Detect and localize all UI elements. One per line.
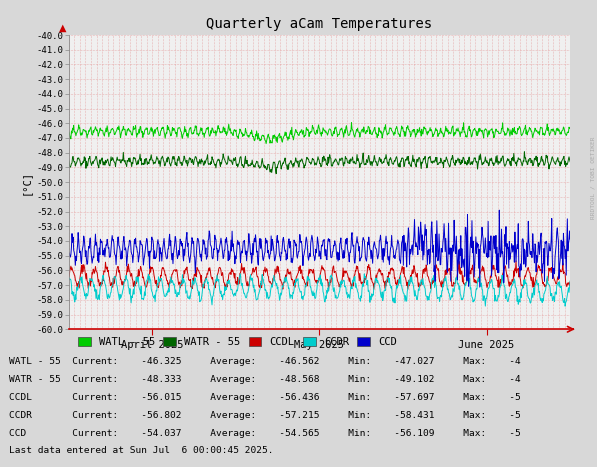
Legend: WATL - 55, WATR - 55, CCDL, CCDR, CCD: WATL - 55, WATR - 55, CCDL, CCDR, CCD [74, 333, 401, 351]
Text: RRDTOOL / TOBI OETIKER: RRDTOOL / TOBI OETIKER [590, 136, 595, 219]
Text: CCDL       Current:    -56.015     Average:    -56.436     Min:    -57.697     M: CCDL Current: -56.015 Average: -56.436 M… [9, 393, 521, 402]
Text: ▲: ▲ [59, 23, 66, 33]
Text: WATL - 55  Current:    -46.325     Average:    -46.562     Min:    -47.027     M: WATL - 55 Current: -46.325 Average: -46.… [9, 357, 521, 366]
Text: WATR - 55  Current:    -48.333     Average:    -48.568     Min:    -49.102     M: WATR - 55 Current: -48.333 Average: -48.… [9, 375, 521, 384]
Text: Last data entered at Sun Jul  6 00:00:45 2025.: Last data entered at Sun Jul 6 00:00:45 … [9, 446, 273, 455]
Text: CCDR       Current:    -56.802     Average:    -57.215     Min:    -58.431     M: CCDR Current: -56.802 Average: -57.215 M… [9, 410, 521, 420]
Text: [°C]: [°C] [21, 170, 31, 195]
Text: CCD        Current:    -54.037     Average:    -54.565     Min:    -56.109     M: CCD Current: -54.037 Average: -54.565 Mi… [9, 429, 521, 438]
Title: Quarterly aCam Temperatures: Quarterly aCam Temperatures [207, 17, 432, 31]
